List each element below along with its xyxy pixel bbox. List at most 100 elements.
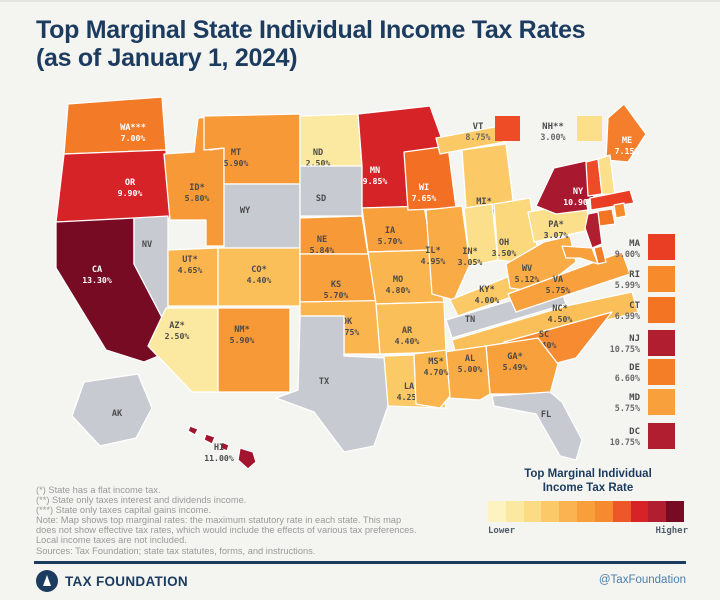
state-il: [425, 205, 471, 301]
legend-title-line1: Top Marginal Individual: [524, 468, 652, 480]
state-or: [55, 149, 173, 223]
state-rate-la: 4.25%: [397, 392, 422, 402]
state-label-al: AL: [465, 354, 475, 364]
sidelist-rate-ma: 9.00%: [615, 249, 640, 259]
state-rate-wv: 5.12%: [515, 274, 540, 284]
state-label-tn: TN: [465, 315, 475, 325]
brand-lockup: TAX FOUNDATION: [36, 570, 188, 592]
state-label-il: IL*: [425, 246, 441, 256]
sidelist-rate-dc: 10.75%: [610, 437, 640, 447]
state-rate-ut: 4.65%: [178, 265, 203, 275]
state-label-ut: UT*: [182, 255, 198, 265]
state-label-ia: IA: [385, 226, 396, 236]
state-label-sd: SD: [316, 194, 326, 204]
state-label-mt: MT: [231, 148, 241, 158]
callout-label-nh: NH**: [542, 122, 564, 132]
state-rate-wa: 7.00%: [121, 133, 146, 143]
footnote-flat: (*) State has a flat income tax.: [36, 485, 161, 495]
state-ma: [589, 189, 635, 211]
state-rate-mt: 5.90%: [224, 158, 249, 168]
state-rate-pa: 3.07%: [544, 230, 569, 240]
state-label-wa: WA***: [120, 123, 146, 133]
state-rate-mo: 4.80%: [386, 285, 411, 295]
state-label-nd: ND: [313, 148, 323, 158]
state-rate-in: 3.05%: [458, 257, 483, 267]
state-label-ne: NE: [317, 235, 327, 245]
sidelist-label-nj: NJ: [629, 334, 640, 344]
title-line2: (as of January 1, 2024): [36, 44, 298, 72]
state-hi: [187, 425, 257, 470]
legend-ramp-cell-9: [648, 501, 667, 522]
state-rate-ca: 13.30%: [82, 275, 112, 285]
state-label-ga: GA*: [507, 352, 523, 362]
state-label-mn: MN: [370, 166, 380, 176]
legend-ramp-cell-3: [541, 501, 560, 522]
state-mi: [435, 125, 505, 155]
state-label-fl: FL: [541, 410, 551, 420]
state-label-mo: MO: [393, 275, 403, 285]
legend-ramp-cell-4: [559, 501, 578, 522]
sidelist-rate-de: 6.60%: [615, 373, 640, 383]
legend-ramp-cell-1: [505, 501, 524, 522]
state-sd: [299, 165, 363, 217]
tax-foundation-logo-icon: [36, 570, 58, 592]
legend-ramp-cell-2: [523, 501, 542, 522]
footnote-sources: Sources: Tax Foundation; state tax statu…: [36, 545, 316, 556]
state-label-wy: WY: [240, 206, 251, 216]
state-rate-ga: 5.49%: [503, 362, 528, 372]
brand-name: TAX FOUNDATION: [65, 573, 188, 589]
state-label-nc: NC*: [552, 304, 568, 314]
state-rate-ia: 5.70%: [378, 236, 403, 246]
state-label-tx: TX: [319, 377, 330, 387]
state-rate-ny: 10.90%: [563, 197, 593, 207]
sidelist-label-ct: CT: [629, 301, 640, 311]
footer-bar: TAX FOUNDATION @TaxFoundation: [36, 570, 686, 596]
legend-ramp-cell-6: [594, 501, 613, 522]
state-label-wv: WV: [522, 264, 532, 274]
legend-ramp-cell-10: [666, 501, 684, 522]
legend-higher-label: Higher: [655, 526, 688, 536]
footnote-note-3: Local income taxes are not included.: [36, 535, 187, 546]
state-rate-va: 5.75%: [546, 285, 571, 295]
state-label-ar: AR: [402, 326, 413, 336]
state-label-az: AZ*: [169, 321, 185, 331]
footnote-note-1: Note: Map shows top marginal rates: the …: [36, 515, 402, 526]
sidelist-swatch-ct: [648, 297, 675, 323]
state-label-or: OR: [125, 178, 136, 188]
state-rate-ms: 4.70%: [424, 367, 449, 377]
state-label-ok: OK: [342, 317, 353, 327]
sidelist-rate-ri: 5.99%: [615, 280, 640, 290]
sidelist-swatch-dc: [648, 423, 675, 449]
state-rate-ne: 5.84%: [310, 245, 335, 255]
sidelist-label-dc: DC: [629, 427, 640, 437]
legend-ramp-cell-8: [630, 501, 649, 522]
legend-title: Top Marginal Individual Income Tax Rate: [488, 468, 688, 495]
state-tx: [275, 315, 389, 453]
state-wy: [223, 183, 301, 249]
sidelist-swatch-ma: [648, 234, 675, 260]
state-label-ky: KY*: [479, 285, 495, 295]
callout-rate-vt: 8.75%: [465, 132, 490, 142]
legend-lower-label: Lower: [488, 526, 516, 536]
state-wv: [505, 235, 577, 293]
color-legend: Top Marginal Individual Income Tax Rate …: [488, 468, 688, 536]
state-va: [507, 251, 631, 313]
state-label-oh: OH: [499, 238, 509, 248]
sidelist-label-ma: MA: [629, 239, 640, 249]
footer-divider: [34, 561, 686, 564]
sidelist-label-ri: RI: [629, 270, 640, 280]
state-label-nm: NM*: [234, 325, 250, 335]
state-label-wi: WI: [419, 183, 429, 193]
sidelist-swatch-de: [648, 359, 675, 385]
state-rate-id: 5.80%: [185, 193, 210, 203]
state-label-ca: CA: [92, 265, 103, 275]
sidelist-rate-nj: 10.75%: [610, 344, 640, 354]
callout-label-vt: VT: [473, 122, 484, 132]
state-ri: [613, 202, 627, 219]
sidelist-swatch-ri: [648, 266, 675, 292]
footnote-capital-gains: (***) State only taxes capital gains inc…: [36, 505, 212, 516]
state-rate-oh: 3.50%: [492, 248, 517, 258]
state-nj: [584, 211, 603, 249]
